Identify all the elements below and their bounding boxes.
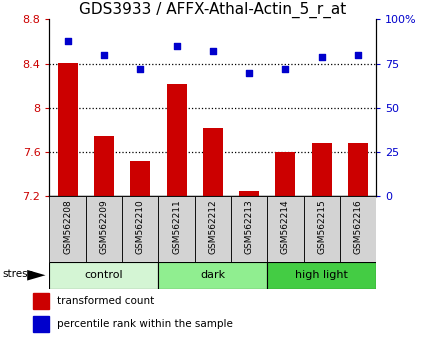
- Bar: [158, 262, 267, 289]
- Bar: [58, 63, 77, 196]
- Text: stress: stress: [3, 269, 34, 279]
- Text: percentile rank within the sample: percentile rank within the sample: [57, 319, 233, 330]
- Bar: [304, 196, 340, 262]
- Bar: [203, 128, 223, 196]
- Point: [246, 70, 252, 75]
- Bar: [86, 196, 122, 262]
- Bar: [166, 84, 187, 196]
- Text: GSM562215: GSM562215: [317, 200, 326, 255]
- Bar: [49, 262, 158, 289]
- Bar: [49, 196, 86, 262]
- Bar: [33, 293, 49, 309]
- Point: [318, 54, 325, 59]
- Bar: [33, 316, 49, 332]
- Point: [64, 38, 71, 44]
- Bar: [312, 143, 332, 196]
- Bar: [94, 136, 114, 196]
- Bar: [122, 196, 158, 262]
- Text: GSM562216: GSM562216: [353, 200, 362, 255]
- Text: GSM562211: GSM562211: [172, 200, 181, 255]
- Point: [209, 48, 216, 54]
- Point: [173, 43, 180, 49]
- Text: high light: high light: [295, 270, 348, 280]
- Title: GDS3933 / AFFX-Athal-Actin_5_r_at: GDS3933 / AFFX-Athal-Actin_5_r_at: [79, 2, 347, 18]
- Bar: [195, 196, 231, 262]
- Text: GSM562214: GSM562214: [281, 200, 290, 255]
- Bar: [158, 196, 195, 262]
- Polygon shape: [27, 270, 46, 280]
- Bar: [348, 143, 368, 196]
- Text: GSM562209: GSM562209: [99, 200, 108, 255]
- Text: dark: dark: [200, 270, 225, 280]
- Bar: [340, 196, 376, 262]
- Text: transformed count: transformed count: [57, 296, 154, 307]
- Text: GSM562212: GSM562212: [209, 200, 217, 255]
- Bar: [231, 196, 267, 262]
- Text: GSM562213: GSM562213: [245, 200, 254, 255]
- Text: GSM562208: GSM562208: [63, 200, 72, 255]
- Point: [355, 52, 362, 58]
- Point: [137, 66, 144, 72]
- Text: control: control: [85, 270, 123, 280]
- Bar: [239, 191, 259, 196]
- Point: [282, 66, 289, 72]
- Bar: [267, 262, 376, 289]
- Bar: [267, 196, 304, 262]
- Text: GSM562210: GSM562210: [136, 200, 145, 255]
- Point: [101, 52, 108, 58]
- Bar: [276, 152, 295, 196]
- Bar: [130, 161, 150, 196]
